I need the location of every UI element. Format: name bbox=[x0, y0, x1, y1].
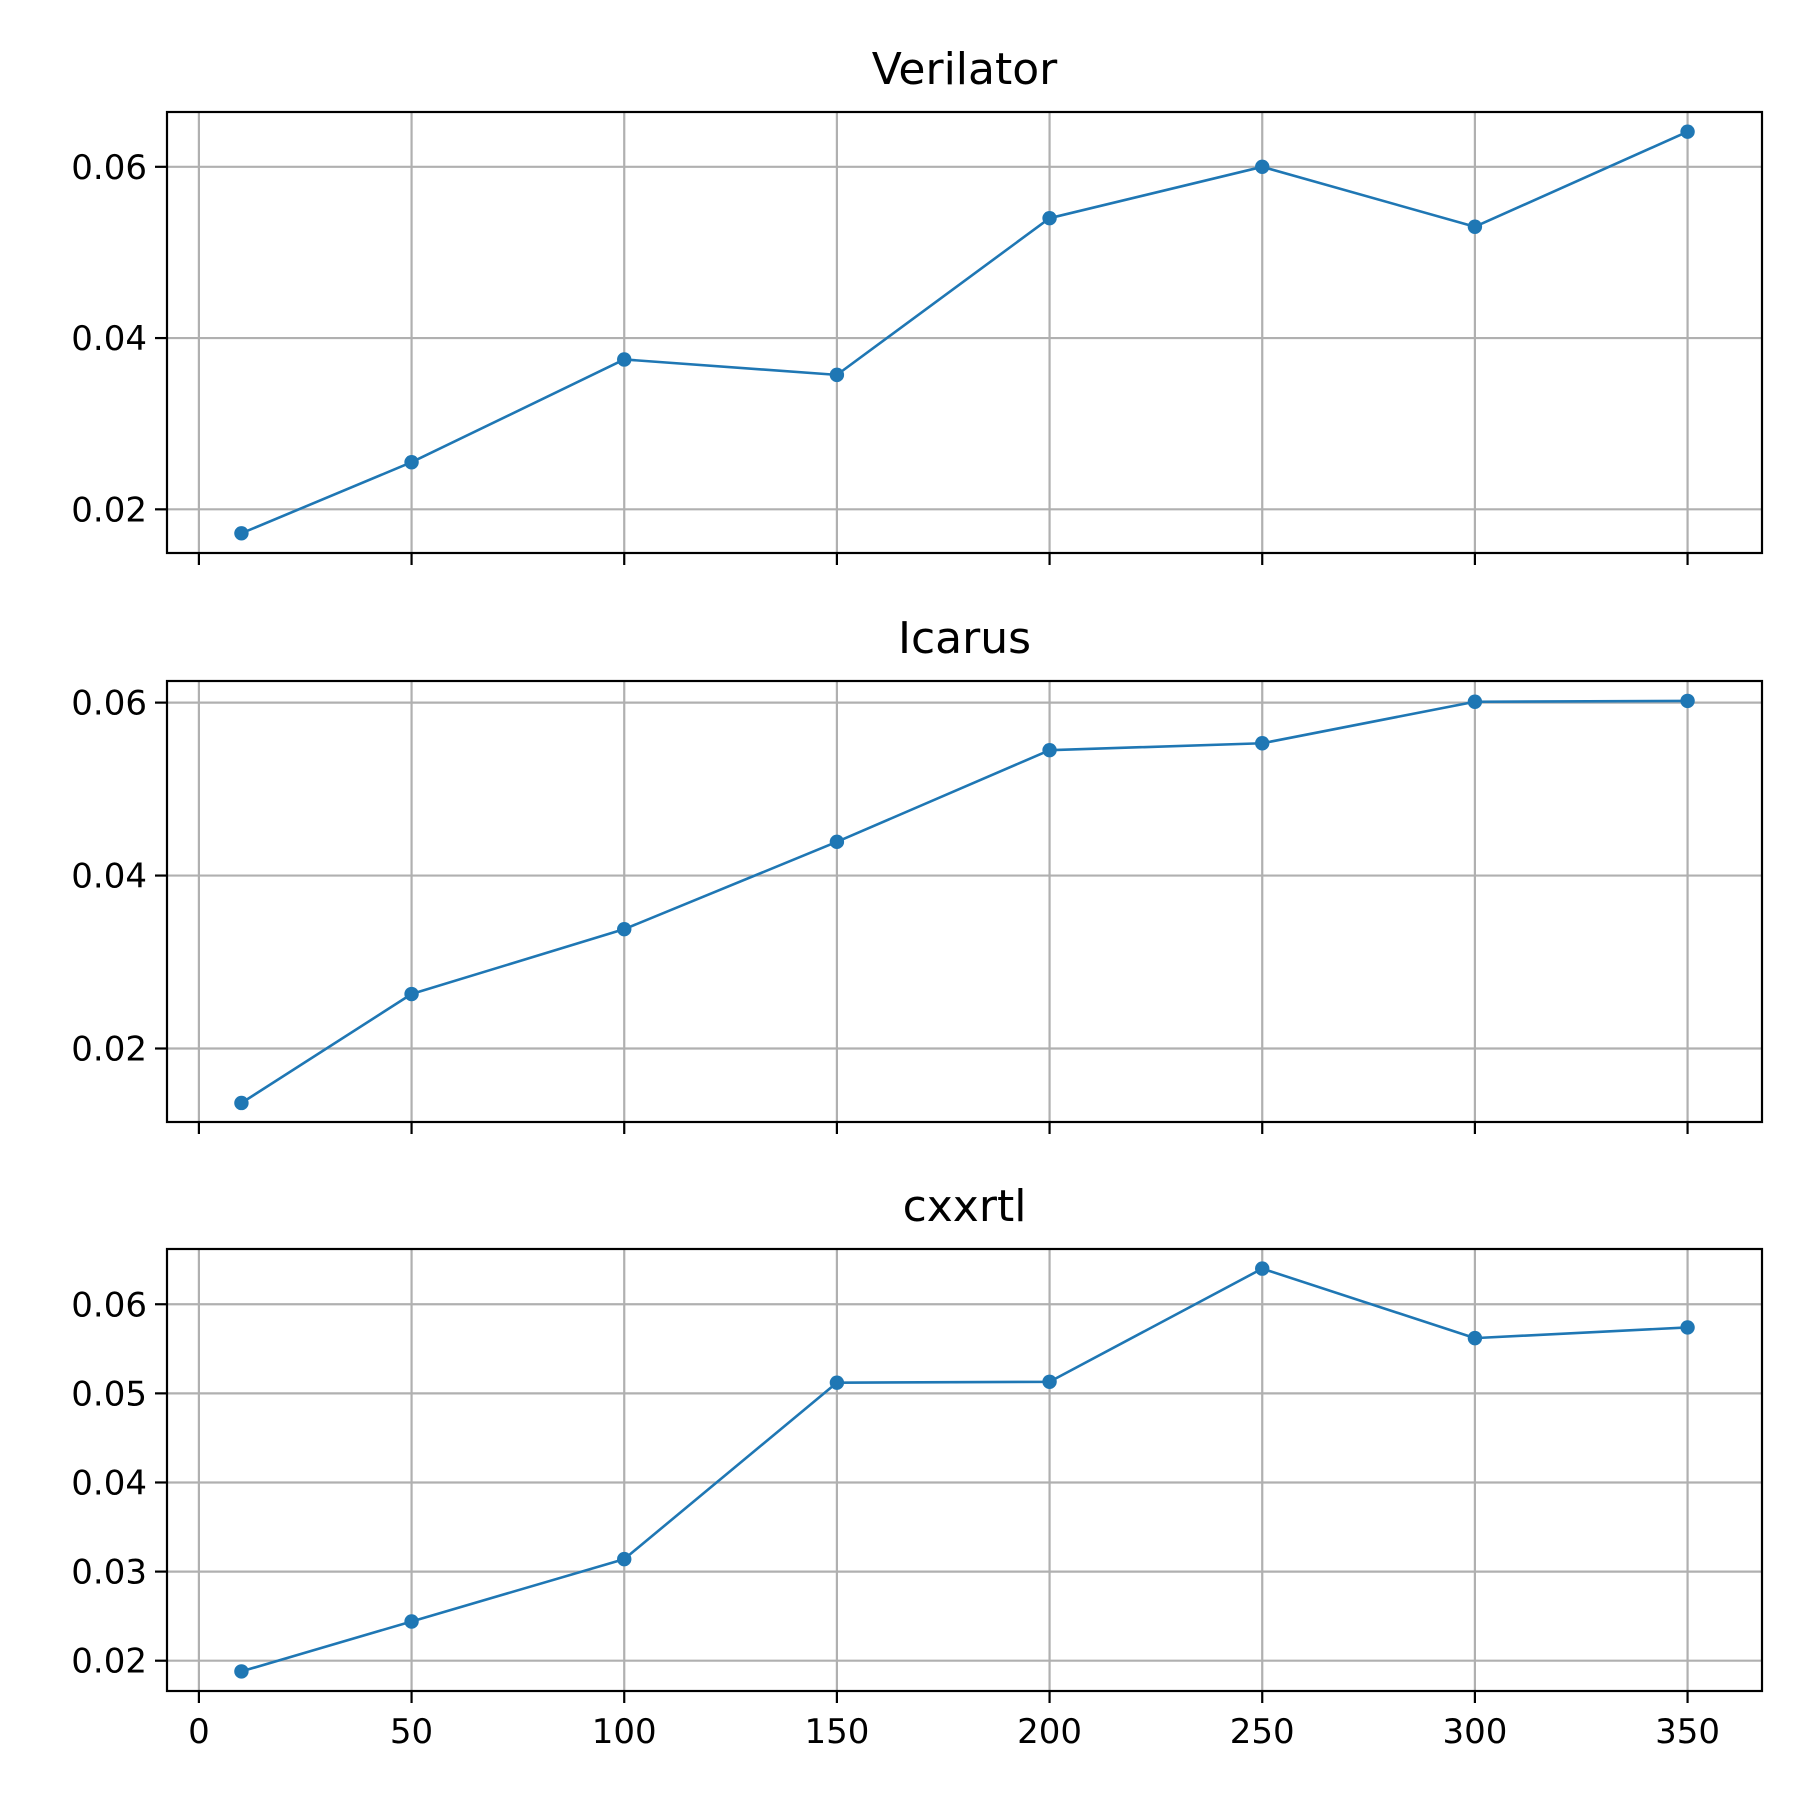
data-point bbox=[1255, 1261, 1270, 1276]
data-point bbox=[1042, 742, 1057, 758]
data-point bbox=[1042, 210, 1057, 226]
data-point bbox=[1680, 1320, 1695, 1335]
data-point bbox=[617, 921, 632, 937]
data-point bbox=[404, 986, 419, 1002]
data-point bbox=[829, 834, 845, 850]
y-tick-label: 0.04 bbox=[71, 857, 147, 897]
panel-title: Icarus bbox=[898, 613, 1031, 664]
data-point bbox=[404, 1614, 419, 1629]
panel-title: cxxrtl bbox=[903, 1181, 1027, 1232]
y-tick-label: 0.04 bbox=[71, 1463, 147, 1503]
data-point bbox=[1467, 694, 1483, 709]
y-tick-label: 0.04 bbox=[71, 319, 147, 359]
x-tick-label: 150 bbox=[804, 1712, 869, 1752]
y-tick-label: 0.06 bbox=[71, 148, 147, 188]
data-point bbox=[1042, 1374, 1057, 1389]
y-tick-label: 0.03 bbox=[71, 1553, 147, 1593]
data-point bbox=[1680, 693, 1695, 709]
y-tick-label: 0.02 bbox=[71, 1642, 147, 1682]
data-point bbox=[829, 1375, 845, 1390]
x-tick-label: 250 bbox=[1230, 1712, 1295, 1752]
axes-frame bbox=[165, 1247, 1764, 1693]
x-tick-label: 200 bbox=[1017, 1712, 1082, 1752]
data-point bbox=[617, 1551, 632, 1567]
series-line bbox=[240, 699, 1689, 1105]
y-tick-label: 0.06 bbox=[71, 684, 147, 724]
panel-title: Verilator bbox=[872, 44, 1058, 95]
panel-verilator: 0.02 0.04 0.06 Verilator bbox=[71, 44, 1764, 565]
axes-frame bbox=[165, 110, 1764, 555]
axes-frame bbox=[165, 679, 1764, 1124]
data-point bbox=[829, 367, 845, 383]
data-point bbox=[234, 1095, 249, 1111]
panel-icarus: 0.02 0.04 0.06 Icarus bbox=[71, 613, 1764, 1134]
y-tick-label: 0.06 bbox=[71, 1285, 147, 1325]
panel-cxxrtl: 0 50 100 150 200 250 300 350 0.02 0.03 0.04 0.05 0.0… bbox=[71, 1181, 1764, 1752]
data-point bbox=[617, 352, 632, 367]
data-point bbox=[1467, 219, 1483, 234]
data-point bbox=[1680, 124, 1695, 139]
series-line bbox=[240, 130, 1689, 535]
data-point bbox=[1467, 1330, 1483, 1346]
y-tick-label: 0.05 bbox=[71, 1374, 147, 1414]
data-point bbox=[234, 1664, 249, 1679]
y-tick-label: 0.02 bbox=[71, 490, 147, 530]
data-point bbox=[1255, 159, 1270, 175]
series-line bbox=[240, 1267, 1689, 1673]
data-point bbox=[404, 455, 419, 470]
x-tick-label: 0 bbox=[188, 1712, 210, 1752]
data-point bbox=[1255, 736, 1270, 751]
x-tick-label: 100 bbox=[592, 1712, 657, 1752]
y-tick-label: 0.02 bbox=[71, 1030, 147, 1070]
x-tick-label: 300 bbox=[1442, 1712, 1507, 1752]
x-tick-label: 50 bbox=[390, 1712, 433, 1752]
data-point bbox=[234, 526, 249, 541]
x-tick-label: 350 bbox=[1655, 1712, 1720, 1752]
